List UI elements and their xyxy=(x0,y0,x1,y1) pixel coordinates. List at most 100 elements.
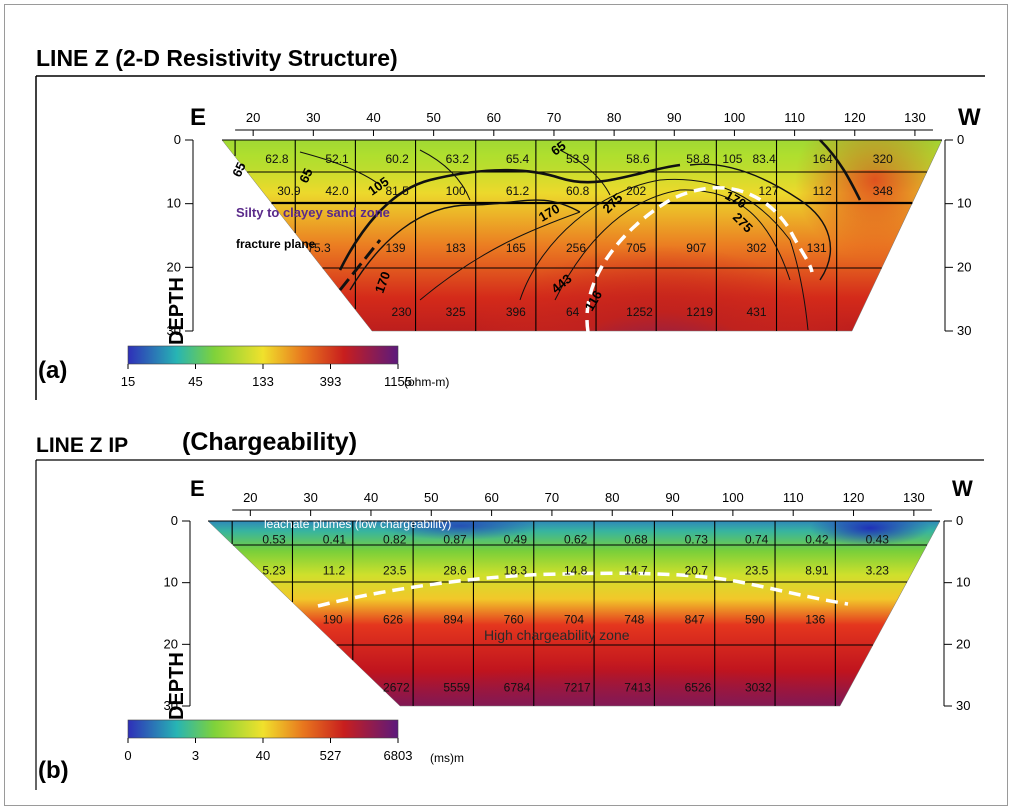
cell-value: 63.2 xyxy=(446,152,470,166)
cell-value: 0.62 xyxy=(564,533,588,547)
cell-value: 14.7 xyxy=(624,563,648,577)
depth-tick-label: 0 xyxy=(957,132,964,147)
chargeability-title: LINE Z IP xyxy=(36,434,128,457)
depth-label: DEPTH xyxy=(166,652,188,720)
cell-value: 0.42 xyxy=(805,533,829,547)
cell-value: 60.8 xyxy=(566,184,590,198)
depth-tick-label: 0 xyxy=(956,513,963,528)
cell-value: 256 xyxy=(566,241,586,255)
cell-value: 396 xyxy=(506,305,526,319)
depth-tick-label: 10 xyxy=(167,196,181,211)
cell-value: 6784 xyxy=(504,681,531,695)
cell-value: 183 xyxy=(446,241,466,255)
cell-value: 0.41 xyxy=(323,533,347,547)
chargeability-subtitle: (Chargeability) xyxy=(182,428,357,456)
x-tick-label: 110 xyxy=(784,110,805,125)
cell-value: 52.1 xyxy=(325,152,349,166)
cell-value: 136 xyxy=(805,613,825,627)
cell-value: 75.3 xyxy=(307,241,331,255)
depth-tick-label: 20 xyxy=(956,636,970,651)
resistivity-panel: LINE Z (2-D Resistivity Structure) xyxy=(35,45,985,400)
colorbar-tick-label: 393 xyxy=(320,374,342,389)
fracture-plane-annotation: fracture plane xyxy=(236,237,316,251)
colorbar-tick-label: 40 xyxy=(256,748,270,763)
x-tick-label: 120 xyxy=(844,110,866,125)
chargeability-panel: LINE Z IP (Chargeability) leachate plume… xyxy=(35,428,984,790)
cell-value: 2672 xyxy=(383,681,410,695)
cell-value: 1252 xyxy=(626,305,653,319)
depth-tick-label: 10 xyxy=(164,575,178,590)
x-tick-label: 80 xyxy=(605,490,619,505)
cell-value: 894 xyxy=(443,613,463,627)
cell-value: 0.53 xyxy=(262,533,286,547)
cell-value: 5.23 xyxy=(262,563,286,577)
resistivity-values: 62.8 52.1 60.2 63.2 65.4 53.9 58.6 58.8 105 83.4 1… xyxy=(265,152,893,319)
high-chargeability-annotation: High chargeability zone xyxy=(484,627,630,643)
chargeability-grid xyxy=(208,520,940,706)
cell-value: 3032 xyxy=(745,681,772,695)
cell-value: 60.2 xyxy=(386,152,410,166)
cell-value: 705 xyxy=(626,241,646,255)
x-tick-label: 60 xyxy=(484,490,498,505)
west-label: W xyxy=(952,476,973,501)
colorbar-tick-label: 45 xyxy=(188,374,202,389)
leachate-plume-annotation: leachate plumes (low chargeability) xyxy=(264,517,451,531)
cell-value: 58.6 xyxy=(626,152,650,166)
x-tick-label: 30 xyxy=(303,490,317,505)
chargeability-values: 0.53 0.41 0.82 0.87 0.49 0.62 0.68 0.73 0.74 0.42… xyxy=(262,533,889,695)
depth-tick-label: 20 xyxy=(957,259,971,274)
x-tick-label: 80 xyxy=(607,110,621,125)
chargeability-colorbar-ticks: 0 3 40 527 6803 xyxy=(124,738,412,763)
cell-value: 164 xyxy=(813,152,833,166)
cell-value: 0.87 xyxy=(443,533,467,547)
cell-value: 3.23 xyxy=(866,563,890,577)
cell-value: 0.74 xyxy=(745,533,769,547)
x-tick-label: 40 xyxy=(366,110,380,125)
cell-value: 18.3 xyxy=(504,563,528,577)
colorbar-tick-label: 15 xyxy=(121,374,135,389)
chargeability-x-axis: 20 30 40 50 60 70 80 90 100 110 120 130 xyxy=(232,490,932,516)
cell-value: 64 xyxy=(566,305,580,319)
cell-value: 42.0 xyxy=(325,184,349,198)
cell-value: 81.5 xyxy=(386,184,410,198)
cell-value: 190 xyxy=(323,613,343,627)
cell-value: 0.73 xyxy=(685,533,709,547)
resistivity-x-axis: 20 30 40 50 60 70 80 90 100 110 120 130 xyxy=(235,110,933,136)
x-tick-label: 60 xyxy=(487,110,501,125)
colorbar-tick-label: 6803 xyxy=(384,748,413,763)
cell-value: 7217 xyxy=(564,681,591,695)
contour-label: 170 xyxy=(372,270,394,296)
resistivity-title: LINE Z (2-D Resistivity Structure) xyxy=(36,45,398,71)
cell-value: 1219 xyxy=(686,305,713,319)
cell-value: 760 xyxy=(504,613,524,627)
cell-value: 6526 xyxy=(685,681,712,695)
figure-frame xyxy=(4,4,1008,806)
cell-value: 348 xyxy=(873,184,893,198)
high-chargeability-boundary xyxy=(317,571,849,608)
depth-tick-label: 30 xyxy=(167,323,181,338)
cell-value: 14.8 xyxy=(564,563,588,577)
cell-value: 112 xyxy=(813,184,832,198)
cell-value: 320 xyxy=(873,152,893,166)
depth-tick-label: 30 xyxy=(956,698,970,713)
x-tick-label: 110 xyxy=(783,490,804,505)
cell-value: 165 xyxy=(506,241,526,255)
fracture-plane-line xyxy=(338,239,382,291)
cell-value: 0.49 xyxy=(504,533,528,547)
resistivity-colorbar xyxy=(127,345,399,365)
x-tick-label: 50 xyxy=(426,110,440,125)
x-tick-label: 90 xyxy=(667,110,681,125)
cell-value: 62.8 xyxy=(265,152,289,166)
cell-value: 23.5 xyxy=(745,563,769,577)
x-tick-label: 20 xyxy=(246,110,260,125)
chargeability-unit: (ms)m xyxy=(430,751,464,765)
resistivity-grid xyxy=(222,139,942,331)
cell-value: 8.91 xyxy=(805,563,829,577)
chargeability-colorbar xyxy=(127,719,399,739)
chargeability-section xyxy=(208,521,940,706)
resistivity-depth-axis: 0 10 20 30 0 10 20 30 xyxy=(167,132,972,338)
cell-value: 0.43 xyxy=(866,533,890,547)
cell-value: 30.9 xyxy=(277,184,301,198)
depth-tick-label: 30 xyxy=(164,698,178,713)
